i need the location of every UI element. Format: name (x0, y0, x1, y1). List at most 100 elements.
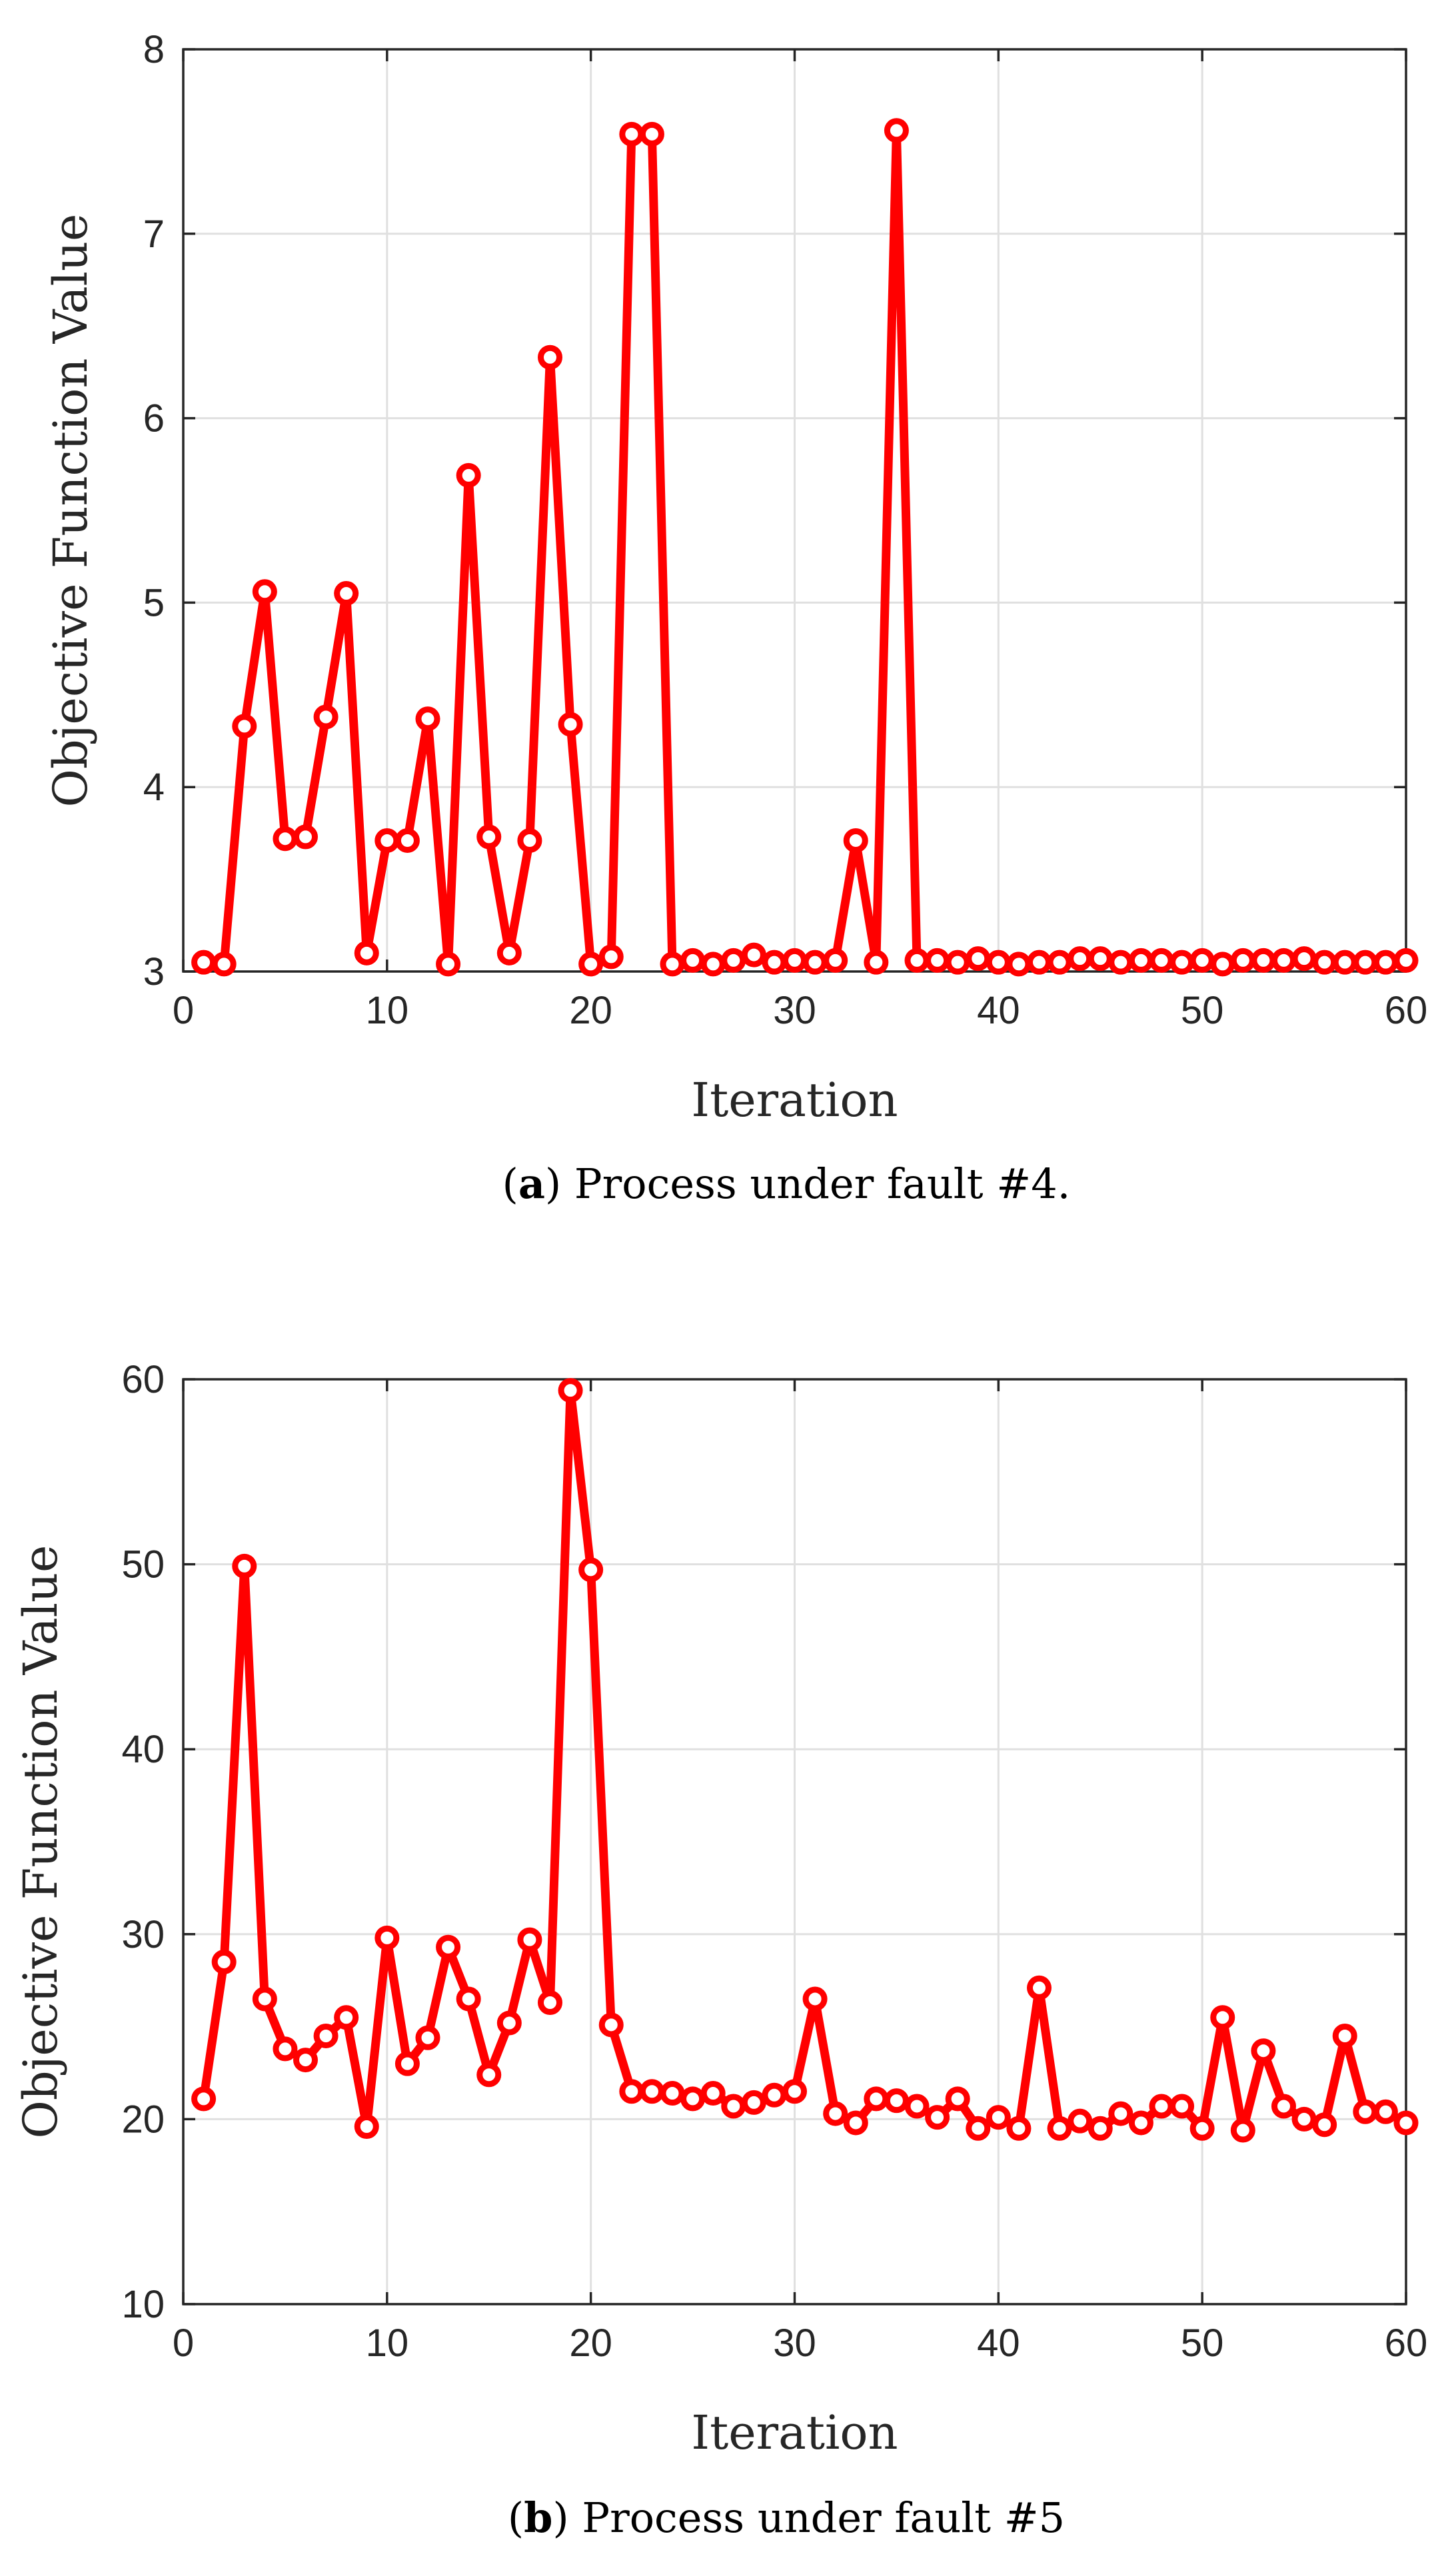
panel-a-data-point (639, 121, 664, 147)
panel-a-data-point (436, 952, 461, 977)
panel-b-data-point (1088, 2116, 1113, 2141)
panel-a-chart: 0 10 20 30 40 50 60 3 4 5 6 7 8 Iteration Objective Fu… (43, 28, 1427, 1127)
panel-a-data-point (945, 950, 970, 975)
panel-a-data-point (966, 946, 991, 971)
panel-b-data-point (578, 1557, 604, 1583)
panel-b-data-point (1393, 2110, 1419, 2136)
panel-b-data-point (680, 2086, 706, 2112)
panel-b-series-line (199, 1386, 1411, 2135)
panel-b-y-tick-label: 20 (121, 2098, 165, 2141)
panel-a-data-point (1047, 950, 1072, 975)
panel-b-data-point (273, 2036, 298, 2062)
panel-a-data-point (1149, 948, 1174, 973)
panel-a-data-point (619, 121, 644, 147)
panel-b-data-point (945, 2086, 970, 2112)
panel-a-x-tick-label: 40 (977, 989, 1020, 1032)
panel-a-y-tick-label: 6 (143, 397, 165, 440)
panel-a-data-point (415, 706, 440, 732)
panel-b-data-point (802, 1986, 828, 2012)
panel-a-data-point (700, 952, 726, 977)
panel-a-x-tick-label: 10 (366, 989, 409, 1032)
panel-b-data-point (1068, 2108, 1093, 2134)
panel-b-y-tick-label: 10 (121, 2283, 165, 2326)
panel-b-x-tick-label: 40 (977, 2321, 1020, 2365)
panel-b-data-point (884, 2088, 909, 2114)
panel-b-x-axis-label: Iteration (691, 2405, 898, 2460)
panel-b-y-tick-label: 30 (121, 1913, 165, 1956)
panel-a-x-tick-label: 50 (1181, 989, 1224, 1032)
panel-a-data-point (1108, 950, 1133, 975)
panel-b-data-point (904, 2094, 930, 2119)
panel-b-x-tick-label: 30 (773, 2321, 816, 2365)
panel-a-x-tick-label: 20 (569, 989, 612, 1032)
panel-a-y-axis-label: Objective Function Value (43, 214, 98, 808)
panel-a-y-tick-label: 5 (143, 581, 165, 624)
panel-b-data-point (1210, 2005, 1235, 2030)
panel-b-data-point (1353, 2099, 1378, 2124)
panel-b-data-point (293, 2048, 318, 2073)
panel-b-data-point (1169, 2094, 1195, 2119)
panel-b-data-point (1312, 2112, 1337, 2138)
panel-b-chart: 0 10 20 30 40 50 60102030405060IterationObject… (13, 1358, 1427, 2460)
panel-a-data-point (1027, 950, 1052, 975)
panel-a-data-point (232, 714, 257, 739)
panel-b-data-point (1332, 2023, 1357, 2048)
panel-a-data-point (598, 944, 624, 969)
panel-b-data-point (721, 2094, 746, 2119)
panel-b-x-tick-label: 0 (173, 2321, 194, 2365)
panel-b-data-point (782, 2079, 807, 2104)
panel-a-data-point (252, 579, 277, 604)
panel-b-x-tick-label: 50 (1181, 2321, 1224, 2365)
panel-b-data-point (415, 2025, 440, 2050)
panel-b-data-point (496, 2010, 522, 2036)
panel-a-data-point (823, 948, 848, 973)
panel-a-data-point (1251, 948, 1276, 973)
panel-b-data-point (741, 2090, 766, 2115)
panel-a-data-point (456, 462, 481, 488)
panel-a-data-point (660, 952, 685, 977)
panel-a-data-point (1006, 952, 1032, 977)
panel-a-x-tick-label: 60 (1385, 989, 1428, 1032)
panel-a-x-tick-label: 30 (773, 989, 816, 1032)
panel-b-data-point (1373, 2099, 1398, 2124)
panel-a-data-point (680, 948, 706, 973)
panel-a-data-point (1068, 946, 1093, 971)
panel-b-data-point (660, 2081, 685, 2106)
panel-a-data-point (721, 948, 746, 973)
panel-b-data-point (374, 1925, 400, 1950)
panel-b-data-point (1047, 2116, 1072, 2141)
panel-b-x-tick-label: 60 (1385, 2321, 1428, 2365)
panel-a-data-point (394, 828, 420, 853)
panel-b-data-point (1006, 2116, 1032, 2141)
panel-b-y-tick-label: 40 (121, 1728, 165, 1771)
panel-b-data-point (639, 2079, 664, 2104)
panel-b-data-point (598, 2012, 624, 2038)
panel-b-data-point (436, 1934, 461, 1960)
panel-a-data-point (538, 344, 562, 370)
panel-a-data-point (762, 950, 787, 975)
panel-a-caption-text: Process under fault #4. (574, 1159, 1070, 1208)
panel-b-data-point (232, 1553, 257, 1579)
panel-b-data-point (558, 1378, 583, 1403)
panel-a-data-point (884, 118, 909, 143)
panel-a-data-point (211, 952, 237, 977)
panel-a-data-point (1291, 946, 1317, 971)
panel-b-data-point (986, 2105, 1011, 2130)
panel-a-data-point (1373, 950, 1398, 975)
panel-b-data-point (252, 1986, 277, 2012)
panel-b-data-point (1291, 2106, 1317, 2132)
panel-b-data-point (476, 2062, 502, 2088)
panel-b-data-point (517, 1927, 542, 1952)
panel-a-data-point (1189, 948, 1215, 973)
panel-a-y-tick-label: 3 (143, 950, 165, 993)
panel-b-y-tick-label: 50 (121, 1543, 165, 1587)
panel-b-data-point (394, 2051, 420, 2076)
panel-a-data-point (1312, 950, 1337, 975)
panel-a-y-tick-label: 4 (143, 766, 165, 809)
panel-b-data-point (313, 2023, 339, 2048)
panel-a-data-point (1230, 948, 1255, 973)
panel-b-data-point (1128, 2110, 1153, 2136)
panel-a-y-tick-label: 8 (143, 28, 165, 71)
panel-a-caption: (a) Process under fault #4. (502, 1159, 1071, 1208)
